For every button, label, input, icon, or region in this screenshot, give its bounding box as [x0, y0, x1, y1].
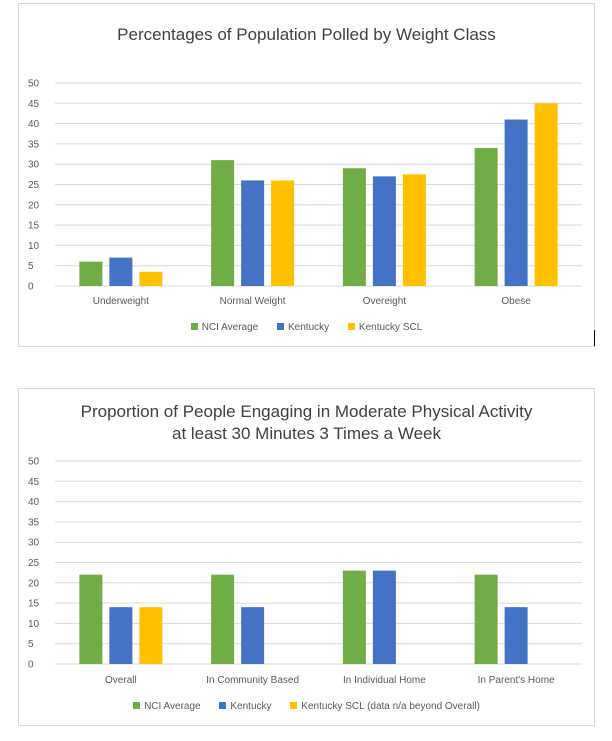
legend-label: Kentucky — [230, 701, 272, 712]
bar-kentucky-scl — [271, 180, 295, 286]
legend-label: Kentucky SCL — [358, 322, 423, 333]
x-category-label: Overall — [105, 675, 137, 686]
bar-nci-average — [79, 261, 103, 286]
chart-legend: NCI Average Kentucky Kentucky SCL — [19, 322, 594, 333]
y-tick-label: 20 — [28, 578, 40, 589]
legend-item-nci-average: NCI Average — [133, 701, 201, 712]
y-tick-label: 0 — [28, 282, 34, 293]
weight-class-plot: 0 5 10 15 20 25 30 35 40 45 50 Underweight Normal We… — [28, 79, 582, 307]
y-tick-label: 20 — [28, 200, 40, 211]
bar-kentucky-scl — [402, 174, 426, 286]
x-category-label: In Parent's Home — [478, 675, 555, 686]
x-category-label: In Community Based — [206, 675, 299, 686]
y-tick-label: 35 — [28, 139, 40, 150]
bar-kentucky — [109, 607, 133, 664]
bar-kentucky-scl — [139, 271, 163, 286]
chart-title-line: at least 30 Minutes 3 Times a Week — [172, 424, 441, 443]
bar-nci-average — [474, 147, 498, 286]
y-tick-label: 40 — [28, 119, 40, 130]
legend-swatch — [347, 322, 355, 330]
x-category-label: In Individual Home — [343, 675, 426, 686]
bar-kentucky — [109, 257, 133, 286]
y-tick-label: 5 — [28, 639, 34, 650]
bar-nci-average — [342, 570, 366, 664]
y-tick-label: 25 — [28, 180, 40, 191]
x-category-label: Underweight — [93, 296, 149, 307]
y-tick-label: 50 — [28, 79, 40, 90]
y-tick-label: 45 — [28, 477, 40, 488]
weight-class-chart: Percentages of Population Polled by Weig… — [18, 3, 595, 347]
bar-kentucky — [504, 607, 528, 664]
bar-kentucky — [372, 176, 396, 286]
bar-nci-average — [211, 574, 235, 664]
bar-kentucky — [372, 570, 396, 664]
bar-nci-average — [342, 168, 366, 286]
chart-title: Percentages of Population Polled by Weig… — [19, 24, 594, 46]
y-tick-label: 50 — [28, 457, 40, 468]
legend-swatch — [290, 701, 298, 709]
x-category-label: Obese — [501, 296, 531, 307]
y-tick-label: 45 — [28, 99, 40, 110]
legend-item-kentucky-scl: Kentucky SCL — [347, 322, 423, 333]
physical-activity-plot: 0 5 10 15 20 25 30 35 40 45 50 Overall In Community … — [28, 457, 582, 686]
chart-legend: NCI Average Kentucky Kentucky SCL (data … — [19, 701, 594, 712]
legend-swatch — [219, 701, 227, 709]
legend-label: NCI Average — [201, 322, 259, 333]
x-category-label: Normal Weight — [220, 296, 286, 307]
chart-title-line: Proportion of People Engaging in Moderat… — [80, 402, 533, 421]
legend-item-nci-average: NCI Average — [190, 322, 259, 333]
legend-label: NCI Average — [144, 701, 201, 712]
y-tick-label: 30 — [28, 160, 40, 171]
chart-title: Proportion of People Engaging in Moderat… — [19, 401, 594, 445]
bar-nci-average — [79, 574, 103, 664]
legend-item-kentucky: Kentucky — [277, 322, 329, 333]
chart-title-line: Percentages of Population Polled by Weig… — [117, 25, 496, 44]
x-category-label: Overeight — [363, 296, 407, 307]
y-tick-label: 10 — [28, 241, 40, 252]
legend-label: Kentucky SCL (data n/a beyond Overall) — [301, 701, 480, 712]
bar-nci-average — [474, 574, 498, 664]
bar-kentucky — [504, 119, 528, 286]
y-tick-label: 10 — [28, 619, 40, 630]
y-tick-label: 40 — [28, 497, 40, 508]
edge-mark — [594, 330, 595, 346]
bar-kentucky — [241, 180, 265, 286]
bar-nci-average — [211, 160, 235, 286]
bar-kentucky-scl-data-n-a-beyond-overall — [139, 607, 163, 664]
physical-activity-chart: Proportion of People Engaging in Moderat… — [18, 388, 595, 726]
legend-swatch — [277, 322, 284, 330]
y-tick-label: 15 — [28, 599, 40, 610]
y-tick-label: 25 — [28, 558, 40, 569]
y-tick-label: 15 — [28, 221, 40, 232]
legend-item-kentucky-scl: Kentucky SCL (data n/a beyond Overall) — [290, 701, 480, 712]
y-tick-label: 30 — [28, 538, 40, 549]
legend-item-kentucky: Kentucky — [219, 701, 272, 712]
legend-label: Kentucky — [288, 322, 330, 333]
y-tick-label: 5 — [28, 261, 34, 272]
bar-kentucky-scl — [534, 103, 558, 286]
legend-swatch — [190, 322, 198, 330]
bar-kentucky — [241, 607, 265, 664]
y-tick-label: 0 — [28, 660, 34, 671]
legend-swatch — [133, 701, 141, 709]
y-tick-label: 35 — [28, 517, 40, 528]
